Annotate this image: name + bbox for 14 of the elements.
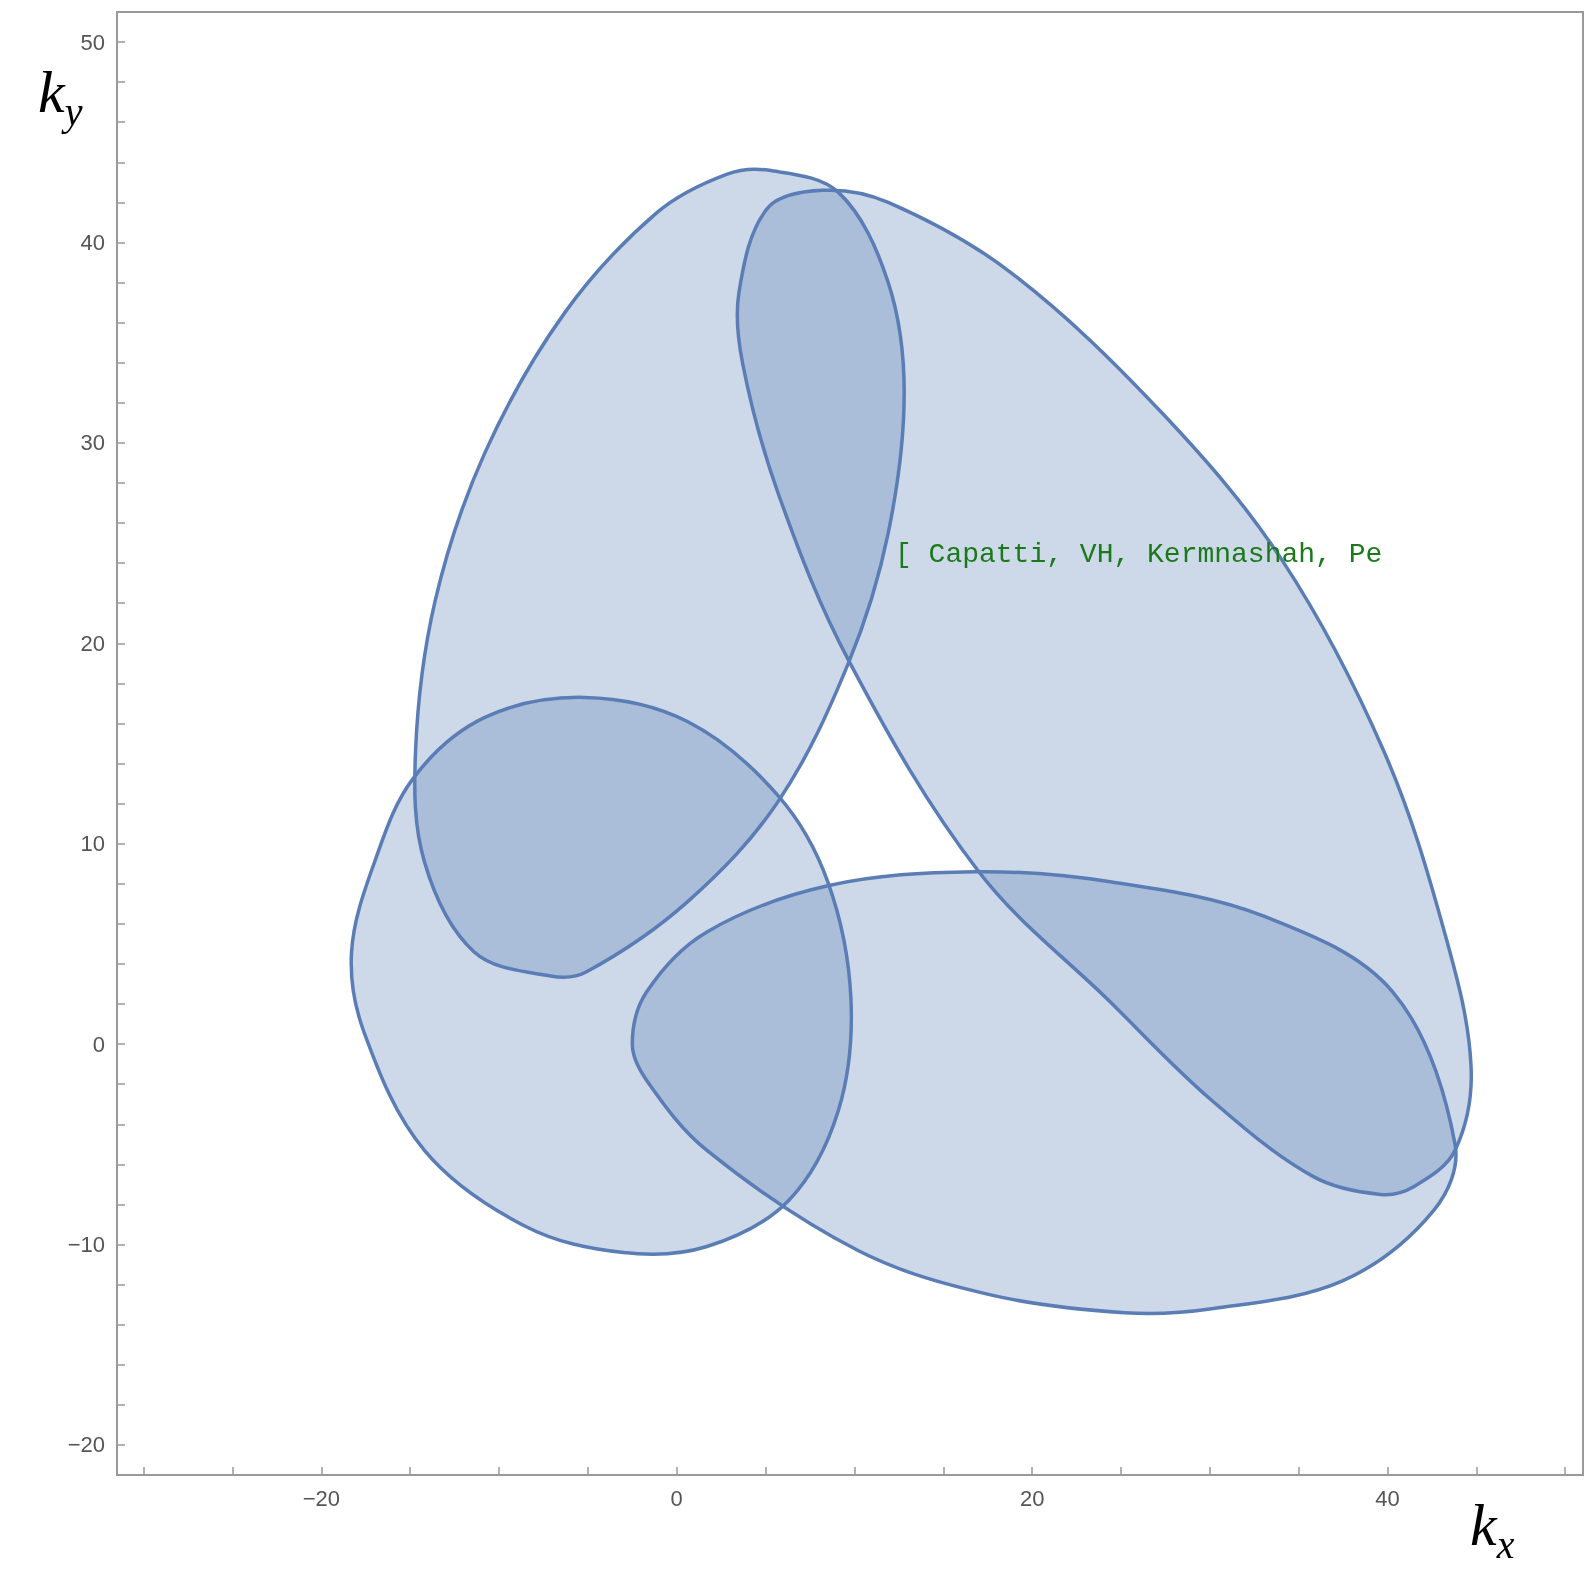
- y-axis-title: k$_{y}$: [38, 59, 83, 134]
- y-tick-label: 20: [80, 630, 105, 656]
- y-tick-label: 0: [92, 1031, 105, 1057]
- x-axis-title: k$_{x}$: [1470, 1492, 1515, 1567]
- y-tick-label: 50: [80, 29, 105, 55]
- y-tick-label: −20: [67, 1432, 105, 1458]
- x-tick-label: 0: [670, 1485, 683, 1511]
- y-tick-label: 30: [80, 430, 105, 456]
- x-tick-label: 20: [1019, 1485, 1045, 1511]
- y-tick-label: 40: [80, 229, 105, 255]
- y-tick-label: −10: [67, 1232, 105, 1258]
- x-tick-label: −20: [302, 1485, 341, 1511]
- x-tick-label: 40: [1375, 1485, 1400, 1511]
- y-tick-label: 10: [80, 831, 105, 857]
